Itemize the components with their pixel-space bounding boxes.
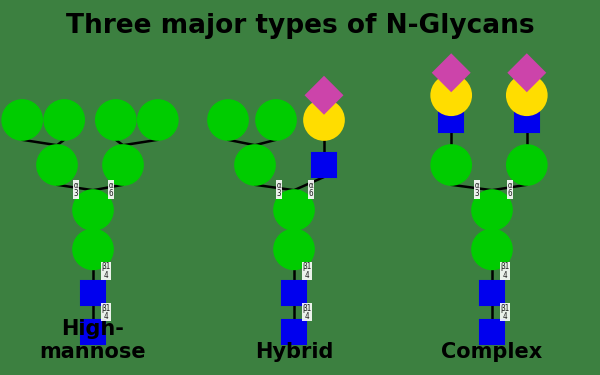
Ellipse shape xyxy=(507,75,547,115)
Ellipse shape xyxy=(256,100,296,140)
Text: β1
4: β1 4 xyxy=(302,262,312,280)
Ellipse shape xyxy=(507,145,547,185)
Text: β1
4: β1 4 xyxy=(500,303,510,321)
Text: α
6: α 6 xyxy=(508,181,512,198)
FancyBboxPatch shape xyxy=(81,280,105,304)
Ellipse shape xyxy=(73,190,113,230)
Ellipse shape xyxy=(138,100,178,140)
FancyBboxPatch shape xyxy=(439,108,463,132)
FancyBboxPatch shape xyxy=(282,320,306,344)
Text: β1
4: β1 4 xyxy=(101,303,111,321)
Ellipse shape xyxy=(431,145,471,185)
Ellipse shape xyxy=(304,100,344,140)
Text: β1
4: β1 4 xyxy=(302,303,312,321)
FancyBboxPatch shape xyxy=(81,320,105,344)
Text: β1
4: β1 4 xyxy=(101,262,111,280)
Text: β1
4: β1 4 xyxy=(500,262,510,280)
Ellipse shape xyxy=(472,230,512,269)
Ellipse shape xyxy=(2,100,42,140)
Ellipse shape xyxy=(431,75,471,115)
Ellipse shape xyxy=(37,145,77,185)
Ellipse shape xyxy=(274,230,314,269)
Text: α
3: α 3 xyxy=(74,181,79,198)
FancyBboxPatch shape xyxy=(480,320,504,344)
FancyBboxPatch shape xyxy=(515,108,539,132)
FancyBboxPatch shape xyxy=(480,280,504,304)
Polygon shape xyxy=(509,55,545,91)
Ellipse shape xyxy=(103,145,143,185)
Ellipse shape xyxy=(472,190,512,230)
Ellipse shape xyxy=(73,230,113,269)
Ellipse shape xyxy=(235,145,275,185)
Text: Three major types of N-Glycans: Three major types of N-Glycans xyxy=(65,13,535,39)
Polygon shape xyxy=(306,77,342,113)
Text: High-
mannose: High- mannose xyxy=(40,319,146,362)
Polygon shape xyxy=(433,55,469,91)
Text: α
3: α 3 xyxy=(277,181,281,198)
Text: α
6: α 6 xyxy=(109,181,113,198)
Ellipse shape xyxy=(274,190,314,230)
Ellipse shape xyxy=(44,100,84,140)
Text: Hybrid: Hybrid xyxy=(255,342,333,362)
Ellipse shape xyxy=(208,100,248,140)
Ellipse shape xyxy=(96,100,136,140)
FancyBboxPatch shape xyxy=(282,280,306,304)
Text: α
6: α 6 xyxy=(308,181,313,198)
FancyBboxPatch shape xyxy=(312,153,336,177)
Text: α
3: α 3 xyxy=(475,181,479,198)
Text: Complex: Complex xyxy=(442,342,542,362)
